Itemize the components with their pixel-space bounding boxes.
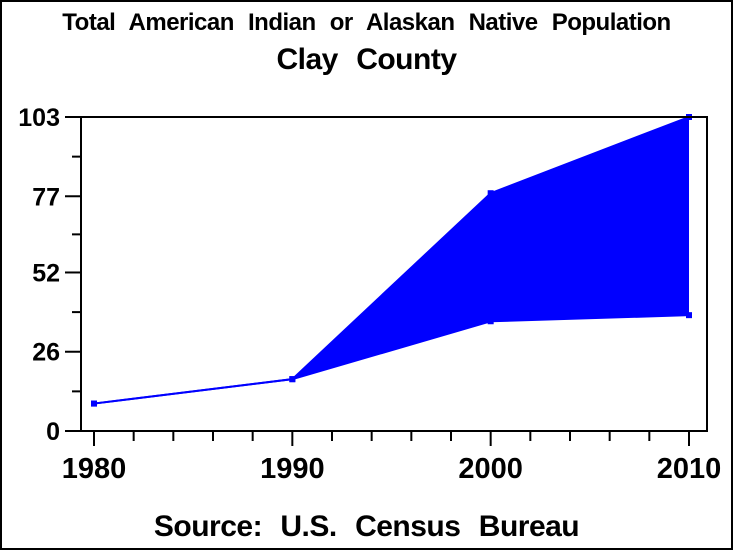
- data-point-marker: [91, 400, 97, 407]
- y-tick-label: 77: [32, 183, 60, 211]
- y-tick-label: 103: [18, 104, 60, 132]
- y-axis: 0 26 52 77 103: [18, 104, 81, 446]
- chart-title: Total American Indian or Alaskan Native …: [62, 9, 671, 36]
- x-axis: 1980 1990 2000 2010: [62, 431, 722, 485]
- upper-series-line: [93, 116, 690, 405]
- series-lines: [93, 116, 690, 405]
- data-point-marker: [487, 318, 494, 325]
- x-tick-label: 1990: [260, 453, 325, 485]
- x-tick-label: 2000: [458, 453, 523, 485]
- y-tick-label: 52: [32, 259, 60, 287]
- source-footnote: Source: U.S. Census Bureau: [153, 510, 580, 543]
- y-tick-label: 0: [46, 418, 60, 446]
- data-point-marker: [686, 312, 692, 319]
- data-point-marker: [487, 190, 494, 197]
- x-tick-label: 2010: [657, 453, 722, 485]
- y-tick-label: 26: [32, 339, 60, 367]
- population-band: [94, 117, 689, 404]
- x-tick-label: 1980: [62, 453, 127, 485]
- data-point-marker: [289, 376, 296, 383]
- chart-subtitle: Clay County: [276, 43, 457, 76]
- plot-frame: [80, 116, 708, 432]
